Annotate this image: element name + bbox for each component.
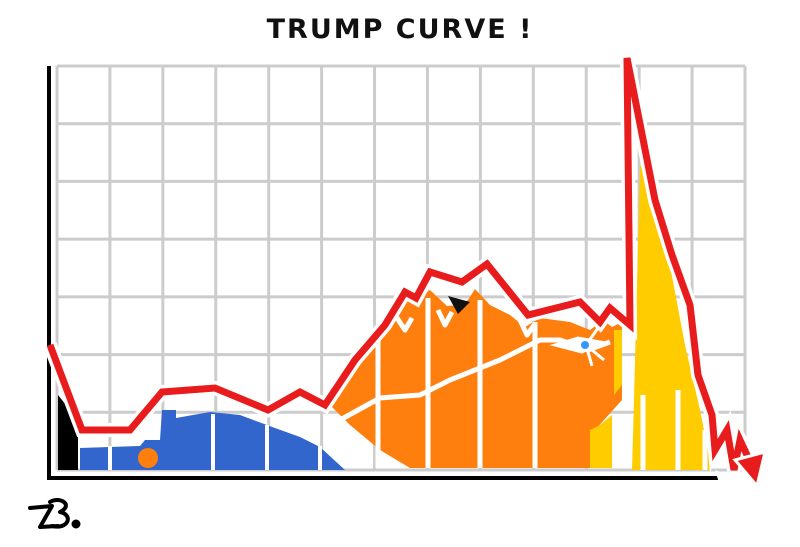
- orange-figure: [325, 289, 622, 468]
- eye-icon: [579, 339, 591, 351]
- cartoon-title: TRUMP CURVE !: [266, 14, 534, 45]
- red-curve-arrow: [43, 56, 768, 490]
- orange-dot: [138, 448, 158, 468]
- yellow-figure: [590, 165, 712, 470]
- signature: [28, 498, 81, 529]
- axes: [47, 66, 722, 480]
- curve-arrowhead: [732, 449, 768, 490]
- black-eyebrow: [448, 296, 470, 314]
- axis-corner: [715, 470, 745, 486]
- blue-figure: [80, 410, 345, 470]
